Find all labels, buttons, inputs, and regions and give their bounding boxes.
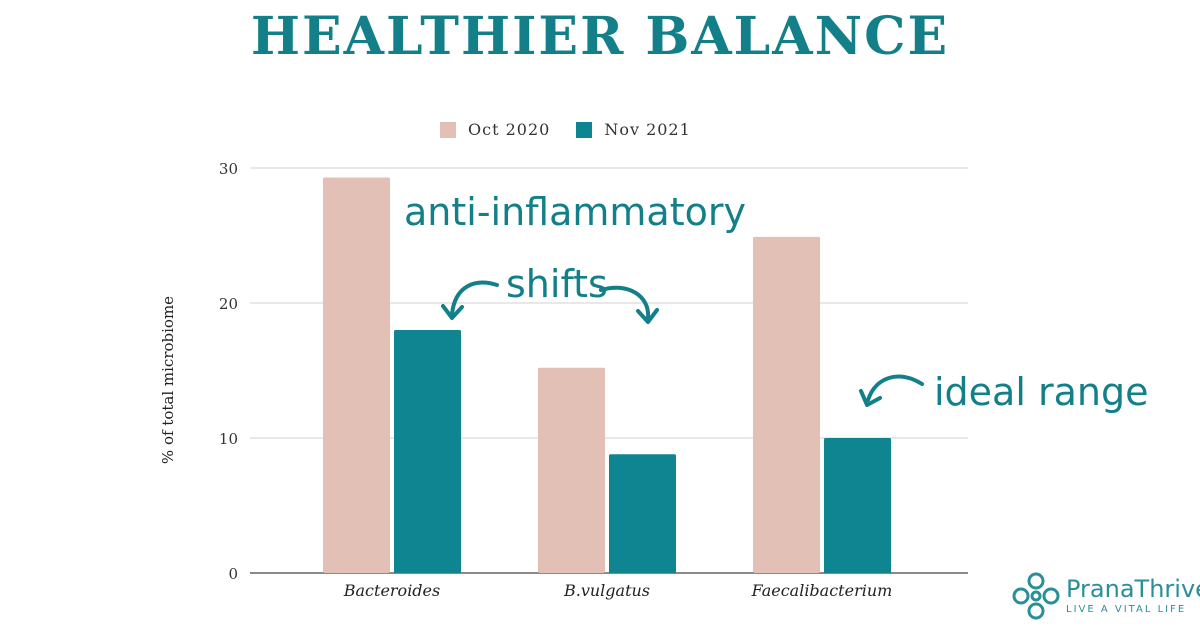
legend: Oct 2020 Nov 2021: [440, 120, 717, 139]
logo-brand: PranaThrive: [1066, 575, 1200, 603]
logo-text: PranaThrive LIVE A VITAL LIFE: [1066, 577, 1200, 615]
bar-oct-2: [753, 236, 820, 573]
bar-layer: [323, 177, 891, 573]
arrow-left-shifts-head: [441, 304, 464, 320]
arrow-right-shifts: [599, 285, 651, 320]
legend-item-oct: Oct 2020: [440, 120, 550, 139]
category-label: Bacteroides: [343, 581, 440, 600]
bar-nov-1: [609, 454, 676, 573]
legend-item-nov: Nov 2021: [576, 120, 690, 139]
arrow-ideal-range-head: [859, 389, 882, 407]
legend-swatch-oct: [440, 121, 456, 138]
annotation-ideal-range: ideal range: [934, 370, 1149, 414]
arrow-left-shifts: [450, 280, 499, 316]
legend-label-nov: Nov 2021: [604, 120, 691, 139]
flower-icon: [1012, 572, 1060, 620]
chart-title: HEALTHIER BALANCE: [250, 6, 950, 67]
legend-swatch-nov: [576, 121, 593, 138]
arrow-ideal-range: [866, 374, 924, 402]
y-tick-label: 30: [219, 160, 238, 178]
pranathrive-logo: PranaThrive LIVE A VITAL LIFE: [1012, 572, 1200, 620]
bar-oct-0: [323, 177, 390, 573]
annotation-anti-inflammatory: anti-inflammatory: [404, 190, 746, 234]
category-label: B.vulgatus: [563, 581, 650, 600]
bar-nov-0: [394, 330, 461, 573]
annotation-shifts: shifts: [506, 262, 608, 306]
logo-tagline: LIVE A VITAL LIFE: [1066, 604, 1187, 615]
bar-nov-2: [824, 438, 891, 573]
category-label: Faecalibacterium: [751, 581, 893, 600]
y-tick-label: 20: [219, 295, 238, 313]
bar-oct-1: [538, 367, 605, 573]
y-axis-label: % of total microbiome: [159, 296, 177, 464]
y-tick-label: 10: [219, 430, 238, 448]
annotation-arrows: [441, 280, 924, 407]
legend-label-oct: Oct 2020: [468, 120, 551, 139]
label-layer: 0 10 20 30 % of total microbiome Bacteroides B…: [159, 160, 892, 600]
arrow-right-shifts-head: [636, 308, 659, 324]
y-tick-label: 0: [228, 565, 238, 583]
